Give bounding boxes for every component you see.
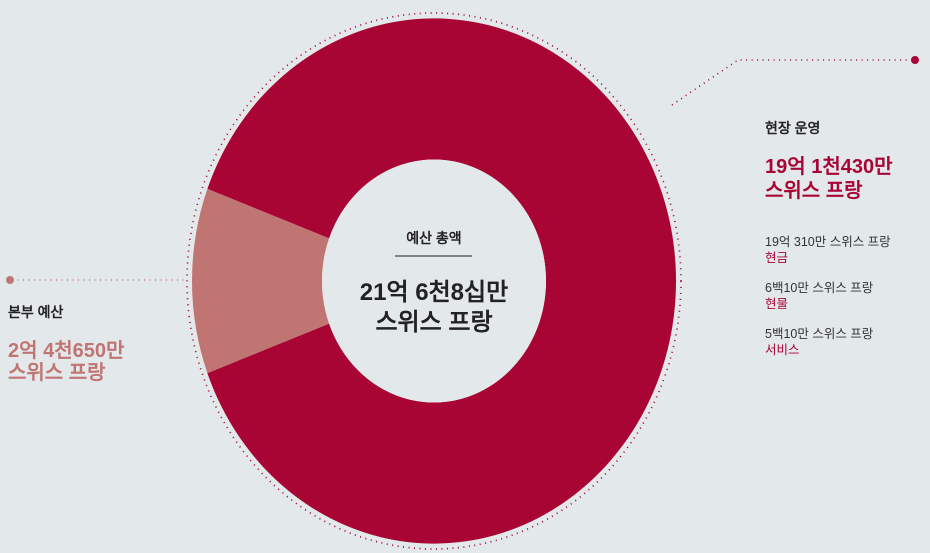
center-title: 예산 총액 [406,230,462,246]
donut-slice [191,188,330,374]
breakdown-text: 19억 310만 스위스 프랑 [765,235,891,249]
donut [186,12,682,550]
breakdown-text: 서비스 [765,343,800,357]
value-label: 2억 4천650만 스위스 프랑 [8,340,124,384]
leader-line [671,59,915,106]
leader-dot [6,276,14,284]
category-label: 현장 운영 [765,120,821,136]
total-line: 스위스 프랑 [375,309,493,336]
breakdown-text: 현금 [765,251,789,265]
breakdown-text: 현물 [765,297,789,311]
value-label: 19억 1천430만 스위스 프랑 [765,155,893,203]
value-line: 스위스 프랑 [765,180,863,202]
value-line: 스위스 프랑 [8,362,106,384]
total-line: 21억 6천8십만 [359,279,509,306]
center-total: 21억 6천8십만 스위스 프랑 [304,278,564,338]
breakdown-text: 6백10만 스위스 프랑 [765,281,874,295]
value-line: 2억 4천650만 [8,340,125,362]
breakdown-text: 5백10만 스위스 프랑 [765,327,874,341]
category-label: 본부 예산 [8,304,64,320]
dotted-ring [186,12,682,550]
value-line: 19억 1천430만 [765,156,893,178]
donut-slice [207,18,677,544]
leader-dot [911,56,919,64]
donut-hole [322,159,546,403]
